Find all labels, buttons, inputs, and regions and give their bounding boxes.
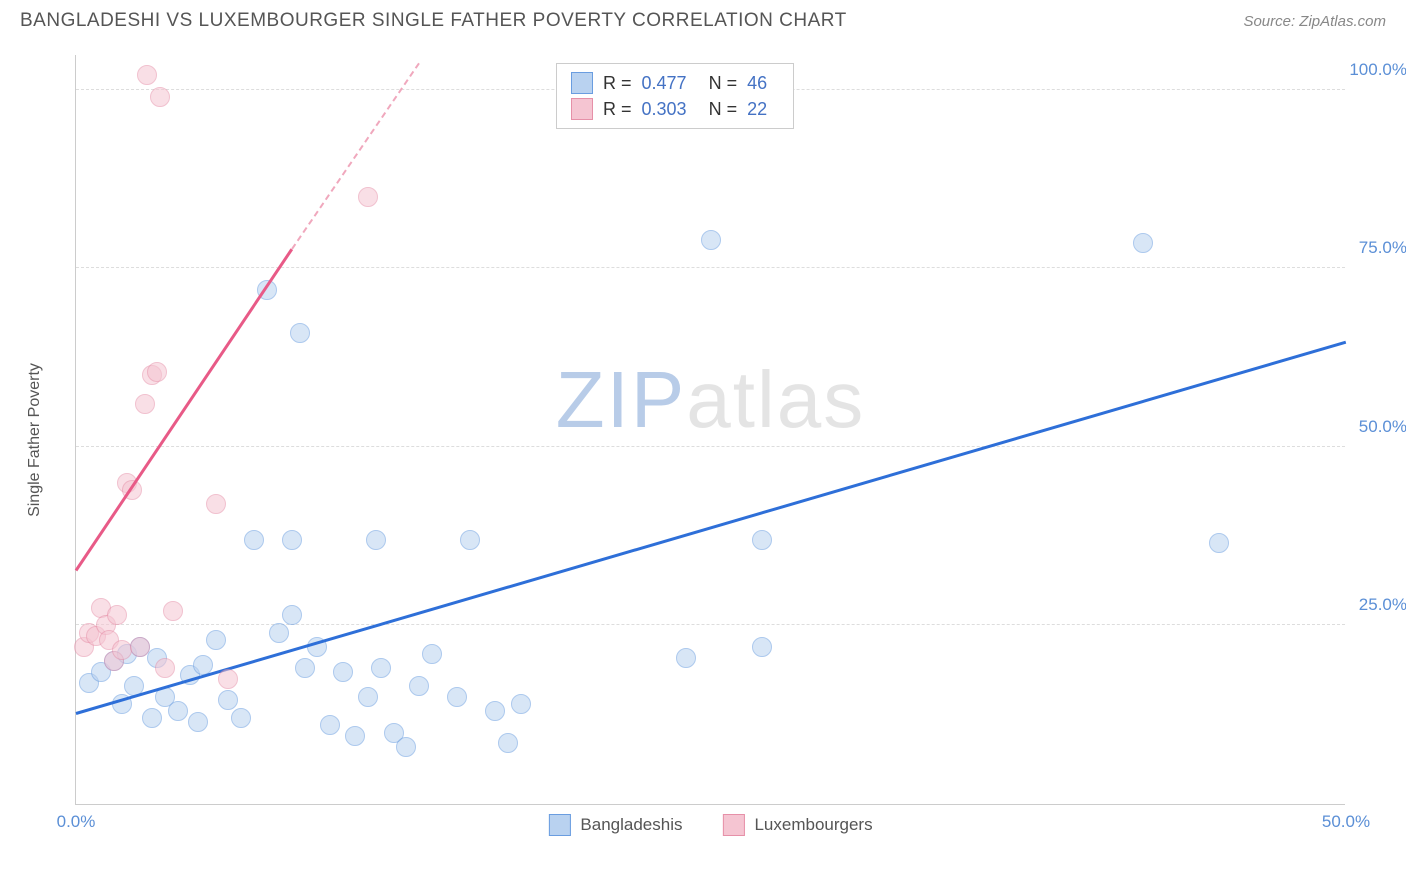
gridline: [76, 267, 1345, 268]
swatch-bangladeshis-icon: [571, 72, 593, 94]
point-bangladeshis: [701, 230, 721, 250]
point-bangladeshis: [290, 323, 310, 343]
legend-swatch-bangladeshis-icon: [548, 814, 570, 836]
n-label: N =: [709, 73, 738, 94]
point-bangladeshis: [142, 708, 162, 728]
point-bangladeshis: [168, 701, 188, 721]
y-tick-label: 100.0%: [1349, 60, 1406, 80]
point-bangladeshis: [333, 662, 353, 682]
stats-row-1: R = 0.477 N = 46: [571, 70, 779, 96]
swatch-luxembourgers-icon: [571, 98, 593, 120]
point-bangladeshis: [345, 726, 365, 746]
point-luxembourgers: [135, 394, 155, 414]
plot-area: ZIPatlas R = 0.477 N = 46 R = 0.303 N = …: [75, 55, 1345, 805]
legend-label-2: Luxembourgers: [754, 815, 872, 835]
point-bangladeshis: [371, 658, 391, 678]
point-bangladeshis: [422, 644, 442, 664]
point-bangladeshis: [320, 715, 340, 735]
legend-label-1: Bangladeshis: [580, 815, 682, 835]
y-tick-label: 75.0%: [1359, 238, 1406, 258]
x-tick-label: 50.0%: [1322, 812, 1370, 832]
point-bangladeshis: [676, 648, 696, 668]
point-bangladeshis: [358, 687, 378, 707]
legend-bottom: Bangladeshis Luxembourgers: [548, 814, 872, 836]
watermark-atlas: atlas: [686, 355, 865, 444]
r-label: R =: [603, 73, 632, 94]
point-bangladeshis: [231, 708, 251, 728]
r-label-2: R =: [603, 99, 632, 120]
watermark-zip: ZIP: [556, 355, 686, 444]
gridline: [76, 624, 1345, 625]
point-luxembourgers: [150, 87, 170, 107]
point-luxembourgers: [147, 362, 167, 382]
source-label: Source: ZipAtlas.com: [1243, 13, 1386, 30]
point-bangladeshis: [1209, 533, 1229, 553]
point-bangladeshis: [460, 530, 480, 550]
point-luxembourgers: [155, 658, 175, 678]
y-tick-label: 25.0%: [1359, 595, 1406, 615]
point-bangladeshis: [366, 530, 386, 550]
point-bangladeshis: [396, 737, 416, 757]
point-luxembourgers: [218, 669, 238, 689]
r-value-2: 0.303: [642, 99, 687, 120]
y-tick-label: 50.0%: [1359, 417, 1406, 437]
point-bangladeshis: [295, 658, 315, 678]
point-bangladeshis: [752, 530, 772, 550]
point-bangladeshis: [752, 637, 772, 657]
point-bangladeshis: [1133, 233, 1153, 253]
point-bangladeshis: [188, 712, 208, 732]
point-luxembourgers: [130, 637, 150, 657]
n-value-1: 46: [747, 73, 767, 94]
watermark: ZIPatlas: [556, 354, 865, 446]
point-luxembourgers: [137, 65, 157, 85]
point-bangladeshis: [485, 701, 505, 721]
legend-item-luxembourgers: Luxembourgers: [722, 814, 872, 836]
point-bangladeshis: [498, 733, 518, 753]
point-bangladeshis: [409, 676, 429, 696]
point-bangladeshis: [269, 623, 289, 643]
point-bangladeshis: [447, 687, 467, 707]
gridline: [76, 446, 1345, 447]
point-bangladeshis: [244, 530, 264, 550]
trend-line-luxembourgers: [75, 249, 293, 572]
chart-title: BANGLADESHI VS LUXEMBOURGER SINGLE FATHE…: [20, 10, 847, 32]
y-axis-label: Single Father Poverty: [26, 363, 44, 517]
n-label-2: N =: [709, 99, 738, 120]
point-bangladeshis: [206, 630, 226, 650]
point-bangladeshis: [511, 694, 531, 714]
point-luxembourgers: [163, 601, 183, 621]
legend-item-bangladeshis: Bangladeshis: [548, 814, 682, 836]
stats-row-2: R = 0.303 N = 22: [571, 96, 779, 122]
point-bangladeshis: [282, 605, 302, 625]
point-luxembourgers: [107, 605, 127, 625]
legend-swatch-luxembourgers-icon: [722, 814, 744, 836]
point-luxembourgers: [358, 187, 378, 207]
trend-line-dash: [291, 63, 420, 250]
trend-line-bangladeshis: [76, 341, 1347, 715]
point-bangladeshis: [282, 530, 302, 550]
point-bangladeshis: [218, 690, 238, 710]
point-luxembourgers: [112, 640, 132, 660]
x-tick-label: 0.0%: [57, 812, 96, 832]
r-value-1: 0.477: [642, 73, 687, 94]
stats-box: R = 0.477 N = 46 R = 0.303 N = 22: [556, 63, 794, 129]
chart-container: Single Father Poverty ZIPatlas R = 0.477…: [55, 55, 1365, 825]
n-value-2: 22: [747, 99, 767, 120]
point-luxembourgers: [206, 494, 226, 514]
